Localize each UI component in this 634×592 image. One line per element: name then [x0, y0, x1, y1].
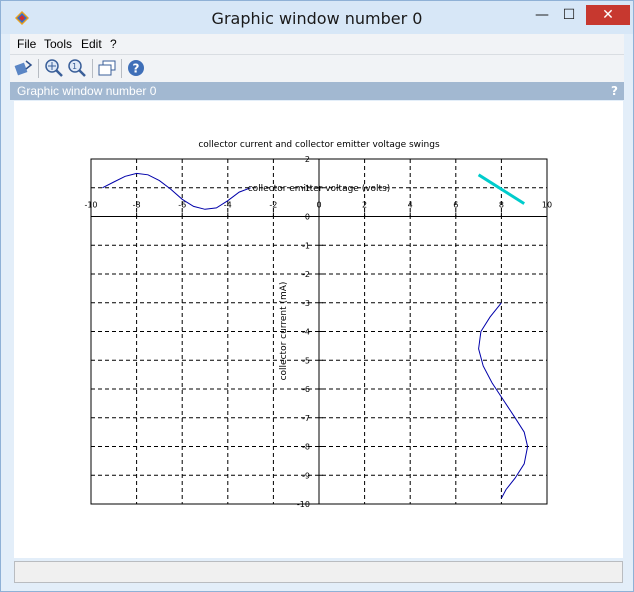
x-tick-label: 6 — [453, 201, 458, 210]
x-tick-label: -8 — [133, 201, 141, 210]
menu-file[interactable]: File — [17, 37, 37, 51]
x-tick-label: -4 — [224, 201, 232, 210]
plot-canvas[interactable]: -10 -8 -6 -4 -2 0 2 4 6 8 10 2 1 0 -1 -2 -3 -4 -5 -6 -7 -8 -9… — [14, 101, 623, 558]
y-tick-label: -2 — [302, 270, 310, 279]
y-tick-label: 2 — [305, 155, 310, 164]
panel-help-icon[interactable]: ? — [611, 84, 618, 98]
y-tick-label: -1 — [302, 241, 310, 250]
windows-icon[interactable] — [97, 58, 117, 78]
rotate-icon[interactable] — [14, 58, 34, 78]
x-tick-label: 10 — [542, 201, 552, 210]
y-tick-label: -3 — [302, 299, 310, 308]
series-line-0 — [102, 172, 251, 210]
minimize-button[interactable]: — — [535, 7, 549, 23]
graphic-panel-header: Graphic window number 0 ? — [10, 82, 624, 100]
y-tick-labels: 210-1-2-3-4-5-6-7-8-9-10 — [297, 155, 323, 509]
zoom-in-icon[interactable] — [44, 58, 64, 78]
y-axis-label: collector current (mA) — [279, 282, 289, 381]
menu-tools[interactable]: Tools — [44, 37, 73, 51]
menu-bar: File Tools Edit ? — [10, 34, 624, 55]
chart-title: collector current and collector emitter … — [198, 140, 440, 150]
x-tick-label: 2 — [362, 201, 367, 210]
status-bar — [14, 561, 623, 583]
toolbar: 1 ? — [10, 55, 624, 83]
x-tick-label: 0 — [316, 201, 321, 210]
data-series — [102, 172, 529, 499]
x-tick-label: 4 — [408, 201, 413, 210]
x-tick-label: 8 — [499, 201, 504, 210]
toolbar-separator — [121, 59, 122, 78]
series-line-1 — [477, 173, 526, 205]
y-tick-label: -8 — [302, 443, 310, 452]
y-tick-label: -7 — [302, 414, 310, 423]
x-tick-label: -10 — [84, 201, 97, 210]
y-tick-label: -9 — [302, 471, 310, 480]
menu-help[interactable]: ? — [110, 37, 117, 51]
y-tick-label: 0 — [305, 213, 310, 222]
scilab-app-icon — [15, 11, 29, 25]
toolbar-separator — [38, 59, 39, 78]
x-axis-label: collector emitter voltage (volts) — [248, 184, 391, 194]
y-tick-label: -4 — [302, 328, 310, 337]
window-title: Graphic window number 0 — [211, 9, 423, 28]
help-icon[interactable]: ? — [126, 58, 146, 78]
series-line-2 — [478, 302, 529, 499]
maximize-button[interactable]: ☐ — [562, 7, 576, 23]
x-tick-label: -6 — [178, 201, 186, 210]
panel-title: Graphic window number 0 — [17, 84, 157, 98]
y-tick-label: -6 — [302, 385, 310, 394]
y-tick-label: 1 — [305, 184, 310, 193]
svg-text:1: 1 — [72, 62, 77, 71]
close-button[interactable]: ✕ — [586, 5, 630, 25]
zoom-reset-icon[interactable]: 1 — [67, 58, 87, 78]
x-tick-label: -2 — [269, 201, 277, 210]
y-tick-label: -5 — [302, 356, 310, 365]
plot-svg: -10 -8 -6 -4 -2 0 2 4 6 8 10 210-1-2-3-4-5-6-7-8-9… — [84, 140, 552, 509]
y-tick-label: -10 — [297, 500, 310, 509]
menu-edit[interactable]: Edit — [81, 37, 102, 51]
x-tick-labels: -10 -8 -6 -4 -2 0 2 4 6 8 10 — [84, 201, 552, 217]
toolbar-separator — [92, 59, 93, 78]
title-bar[interactable]: Graphic window number 0 — ☐ ✕ — [1, 1, 633, 34]
svg-text:?: ? — [133, 62, 140, 76]
